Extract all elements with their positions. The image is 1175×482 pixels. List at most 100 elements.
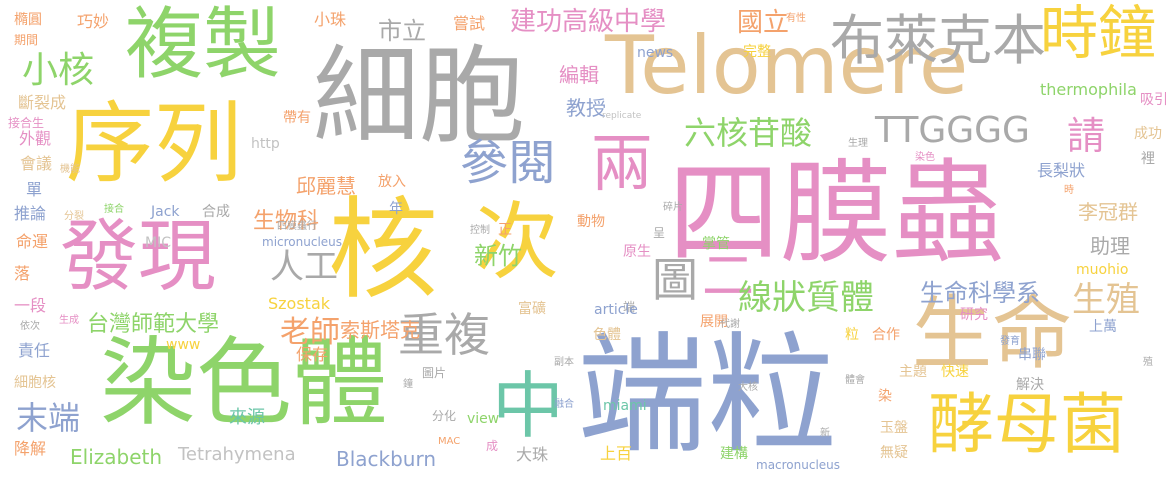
word-shengli: 生理 — [848, 138, 868, 149]
word-liang: 兩 — [591, 127, 654, 200]
word-zhuli: 助理 — [1090, 234, 1130, 258]
word-zhi: 殖 — [1143, 357, 1153, 368]
word-zhankai: 展開 — [700, 314, 728, 330]
word-fenhua: 分化 — [432, 409, 457, 423]
word-suipian: 碎片 — [663, 202, 683, 213]
word-chuanlian: 串聯 — [1018, 347, 1046, 363]
word-jiehe2: 接合 — [104, 204, 124, 215]
word-duanli: 端粒 — [577, 319, 838, 471]
word-youxing: 有性 — [786, 13, 806, 24]
word-jiaoshou: 教授 — [566, 96, 606, 120]
word-shengke: 生命科學系 — [920, 279, 1040, 307]
word-shengzhi: 生殖 — [1072, 280, 1140, 320]
word-li2: 粒 — [845, 327, 859, 343]
word-micronucleus: micronucleus — [262, 235, 343, 249]
word-jiangou: 建構 — [720, 446, 748, 462]
word-li: 裡 — [1141, 151, 1155, 167]
word-dazhu: 大珠 — [516, 445, 549, 464]
word-muohio: muohio — [1076, 262, 1129, 278]
word-jineng: 機能 — [60, 164, 80, 175]
word-chenggong: 成功 — [1134, 126, 1162, 142]
word-xinzhu: 新竹 — [474, 242, 522, 270]
word-hezuo: 合作 — [872, 327, 900, 343]
word-duan: 端 — [623, 300, 636, 314]
word-yanjiu: 研究 — [960, 307, 988, 323]
word-rengong: 人工 — [270, 247, 338, 287]
word-mo-duan: 末端 — [16, 399, 81, 437]
word-xin: 新 — [820, 428, 830, 439]
word-tu: 圖 — [652, 253, 698, 307]
word-faxian: 發現 — [60, 212, 217, 302]
word-fuben: 副本 — [554, 357, 574, 368]
word-tuoyuan: 橢圓 — [14, 12, 42, 28]
word-dan: 單 — [26, 180, 43, 199]
word-laoshi: 老師 — [280, 315, 340, 350]
word-nian: 年 — [389, 201, 403, 217]
word-liuhe: 六核苷酸 — [684, 114, 813, 152]
word-xiaohe: 小核 — [22, 50, 95, 91]
word-view: view — [467, 411, 500, 427]
word-fukuang: 富礦 — [518, 301, 546, 317]
word-guoli: 國立 — [737, 8, 790, 38]
word-cheng: 成 — [486, 439, 499, 453]
word-suosi: 索斯塔克 — [340, 318, 420, 342]
word-waiguan: 外觀 — [19, 129, 52, 148]
word-changlizhuang: 長梨狀 — [1037, 161, 1086, 180]
word-fayu: 發育 — [1000, 336, 1020, 347]
word-miami: miami — [603, 398, 647, 414]
word-bianji: 編輯 — [559, 63, 599, 87]
word-taiwan: 台灣師範大學 — [87, 312, 220, 337]
word-daixie: 代謝 — [720, 319, 740, 330]
word-ranseti: 染色體 — [100, 327, 388, 439]
word-replicate: replicate — [602, 111, 642, 121]
word-article: article — [594, 302, 638, 318]
word-zhuti: 主題 — [899, 364, 927, 380]
word-simotiaoxing: 四膜蟲行 — [277, 221, 317, 232]
word-jiejue: 解決 — [1016, 377, 1044, 393]
word-mac: MAC — [438, 436, 461, 447]
word-ronghe: 融合 — [554, 399, 574, 410]
word-fenlie: 分裂 — [64, 211, 84, 222]
word-jiangong: 建功高級中學 — [510, 7, 667, 37]
word-dongwu: 動物 — [577, 214, 605, 230]
word-xiaozhu: 小珠 — [314, 10, 347, 29]
word-bulaikeben: 布萊克本 — [830, 9, 1046, 72]
word-jack: Jack — [151, 204, 180, 220]
word-baocun: 保存 — [296, 345, 329, 364]
word-luo: 落 — [14, 264, 31, 283]
word-yici: 依次 — [20, 321, 40, 332]
word-jiangjie: 降解 — [14, 439, 47, 458]
word-sesheti: 色體 — [593, 327, 621, 343]
word-he: 核 — [328, 186, 438, 314]
word-daiyou: 帶有 — [283, 110, 311, 126]
word-duanlie: 斷裂成 — [18, 93, 67, 112]
word-elizabeth: Elizabeth — [70, 445, 163, 469]
word-hecheng: 合成 — [202, 204, 230, 220]
word-qiuli: 邱麗慧 — [296, 174, 356, 198]
word-laiyuan: 來源 — [229, 407, 265, 428]
word-xulie: 序列 — [66, 92, 243, 195]
word-wanzheng: 完整 — [743, 44, 771, 60]
word-shangwan: 上萬 — [1089, 319, 1117, 335]
word-zhong: 中 — [492, 364, 565, 448]
word-qing: 請 — [1067, 114, 1106, 158]
word-zheng: 正 — [498, 222, 512, 238]
word-zeren: 責任 — [18, 341, 51, 360]
word-news: news — [637, 45, 674, 61]
word-jiaomujun: 酵母菌 — [928, 386, 1126, 463]
word-telomere: Telomere — [605, 19, 969, 112]
word-xibaohe: 細胞核 — [14, 375, 56, 391]
word-tuilun: 推論 — [14, 204, 47, 223]
word-fuzhi: 複製 — [125, 0, 282, 90]
word-mic: MIC — [145, 235, 171, 251]
word-blackburn: Blackburn — [336, 447, 437, 471]
word-simo: 四膜蟲 — [668, 149, 1004, 279]
word-dahe: 大核 — [738, 382, 758, 393]
word-www: www — [166, 337, 201, 353]
word-tihui: 體會 — [845, 375, 865, 386]
word-xiyin: 吸引 — [1140, 92, 1168, 108]
word-chaoshi: 嘗試 — [453, 14, 486, 33]
word-shi: 時 — [1064, 185, 1074, 196]
word-qijian: 期間 — [14, 33, 39, 47]
word-shengwuke: 生物科 — [253, 209, 320, 234]
